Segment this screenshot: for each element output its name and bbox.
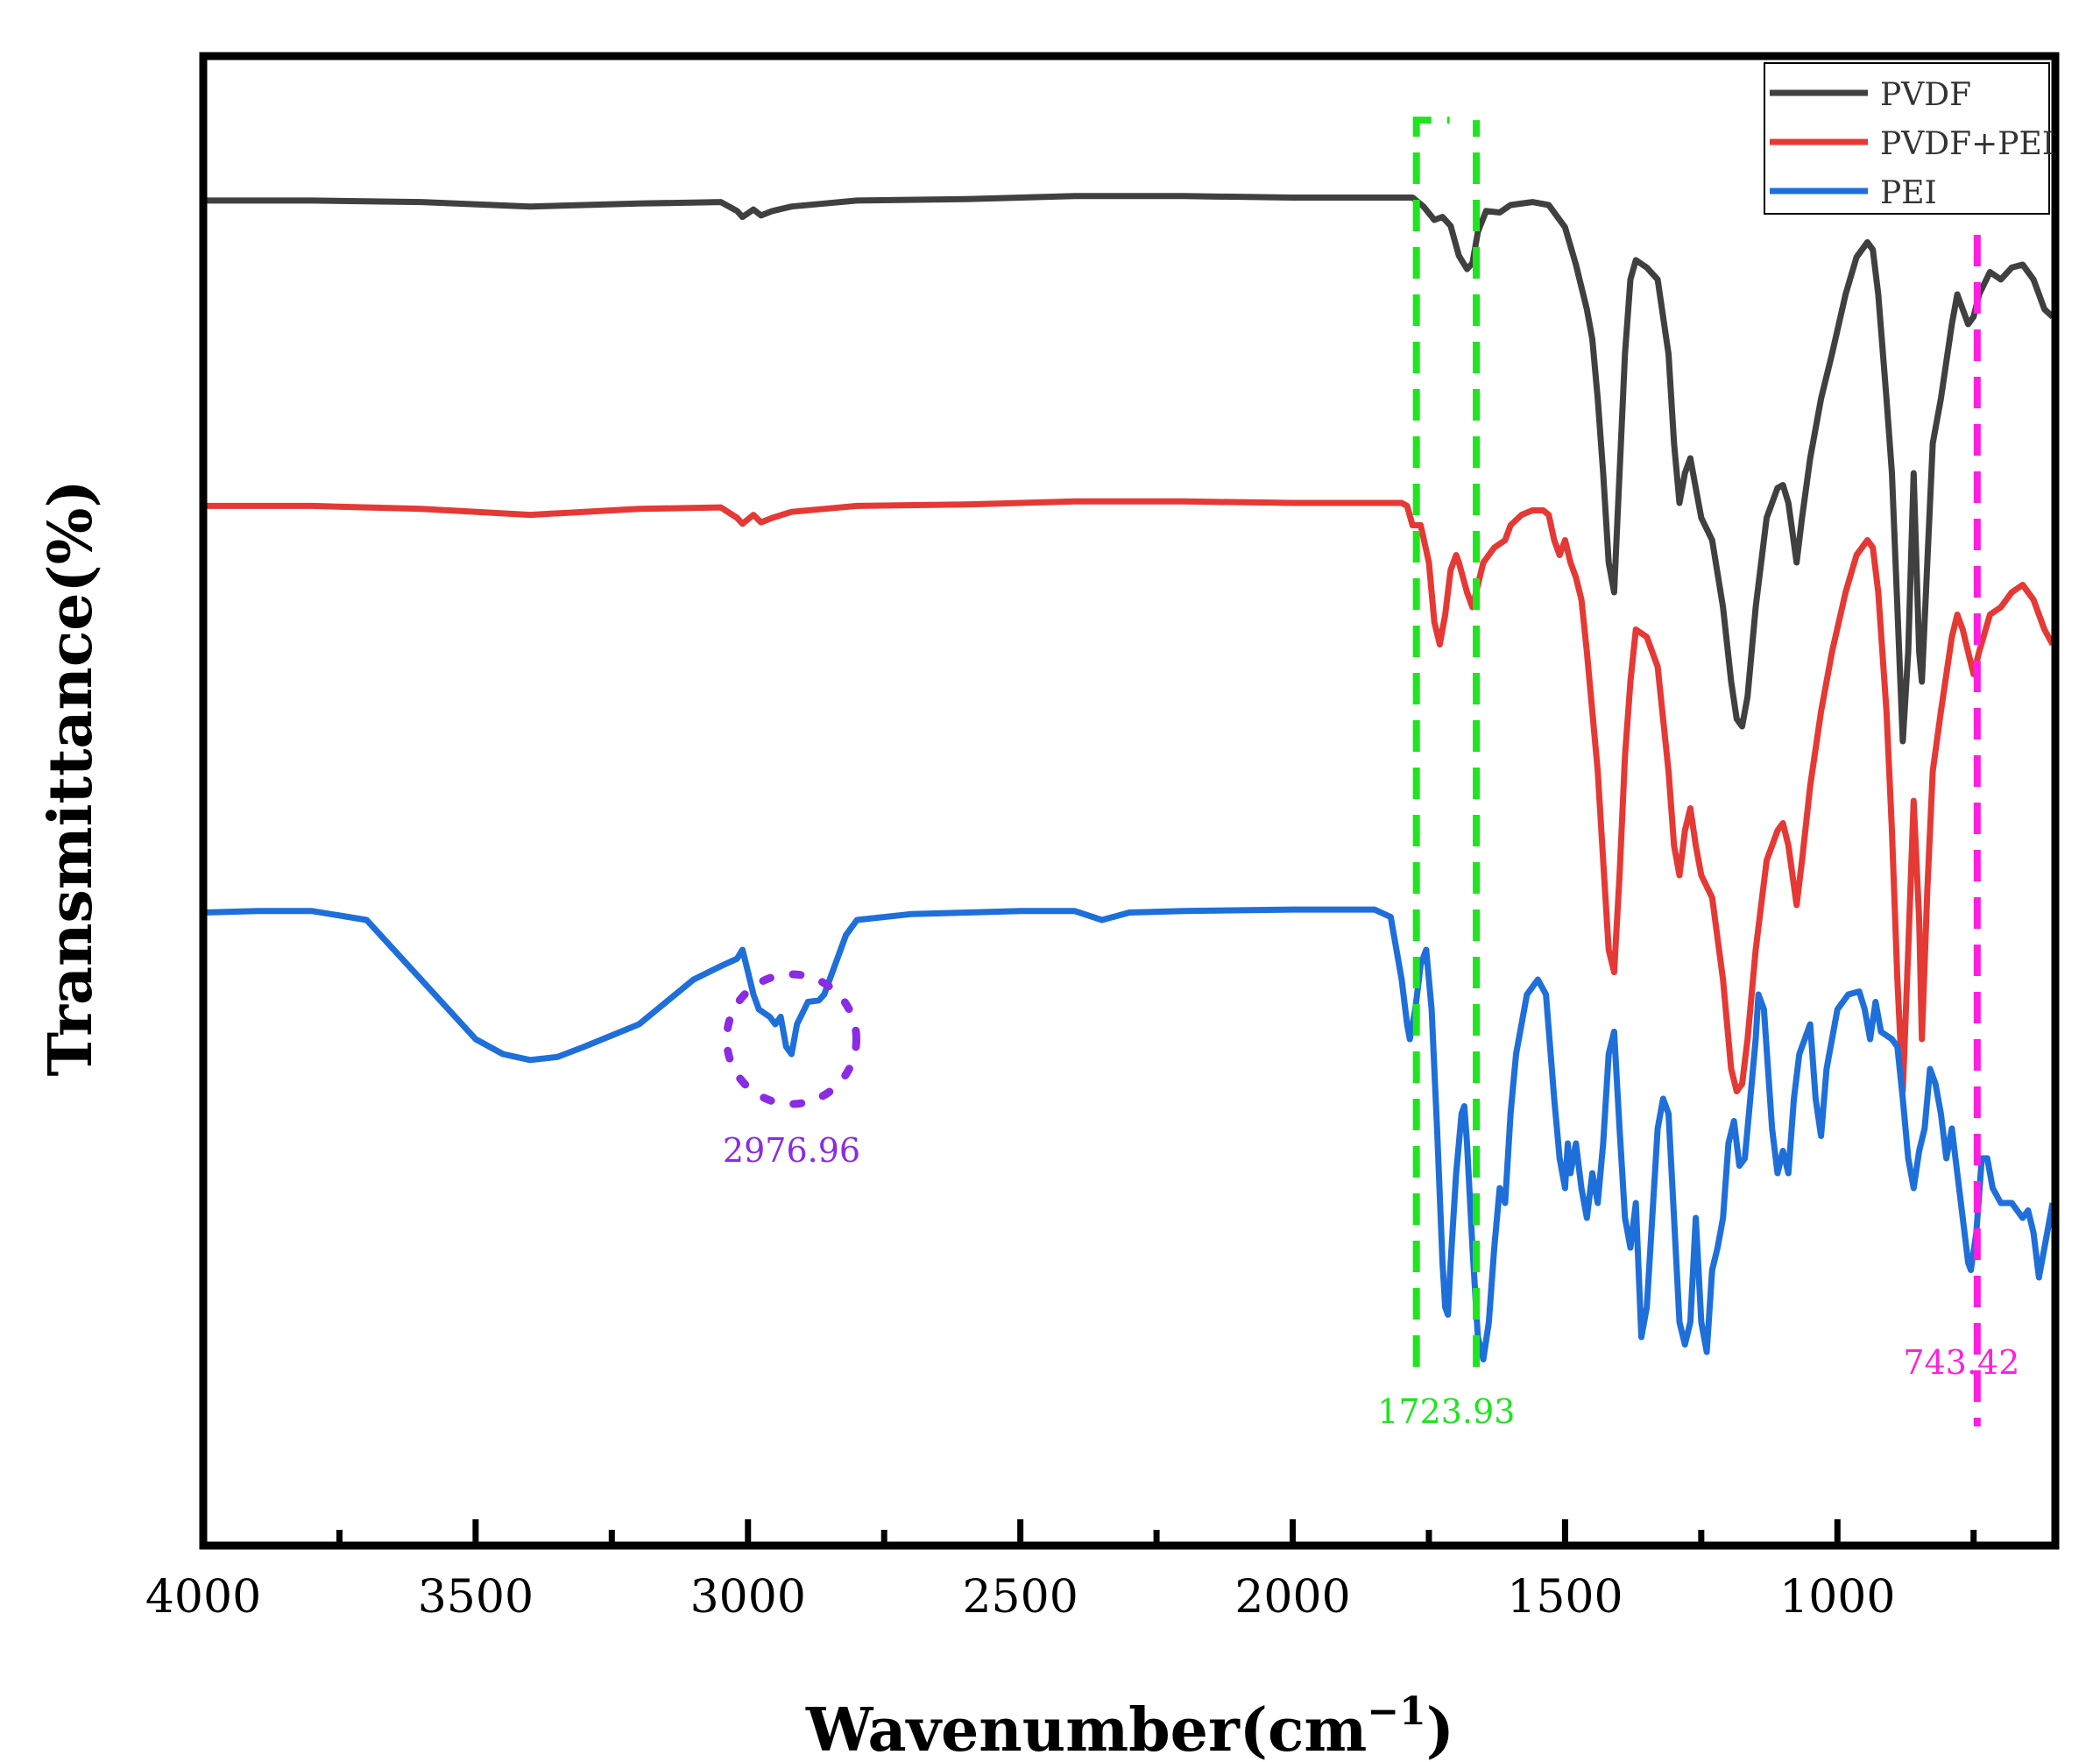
annotation-label-743: 743.42 xyxy=(1903,1343,2019,1382)
annotation-label-2976: 2976.96 xyxy=(723,1131,860,1170)
annotation-box-1723 xyxy=(1412,117,1481,1367)
x-tick-label: 3500 xyxy=(418,1571,534,1624)
x-tick-label: 1500 xyxy=(1507,1571,1623,1624)
x-tick-label: 2000 xyxy=(1234,1571,1350,1624)
x-tick-label: 4000 xyxy=(145,1571,261,1624)
x-axis: 4000 3500 3000 2500 2000 1500 1000 xyxy=(145,1519,1977,1624)
x-tick-label: 1000 xyxy=(1779,1571,1895,1624)
annotation-label-1723: 1723.93 xyxy=(1377,1392,1515,1431)
series-layer xyxy=(203,193,2055,1362)
annotation-circle-2976 xyxy=(723,970,861,1108)
x-tick-label: 2500 xyxy=(962,1571,1078,1624)
annotation-layer xyxy=(723,117,1981,1426)
series-line-pei xyxy=(203,906,2055,1362)
legend-label-pei: PEI xyxy=(1880,175,1937,211)
plot-frame xyxy=(199,52,2060,1550)
x-axis-title: Wavenumber(cm−1) xyxy=(805,1689,1454,1762)
series-line-pvdf-pei xyxy=(203,498,2055,1094)
x-tick-label: 3000 xyxy=(690,1571,806,1624)
x-axis-title-superscript: −1 xyxy=(1367,1689,1425,1734)
legend-label-pvdf-pei: PVDF+PEI xyxy=(1880,126,2054,162)
y-axis-title: Transmittance(%) xyxy=(36,480,106,1077)
legend-label-pvdf: PVDF xyxy=(1880,77,1971,113)
legend: PVDF PVDF+PEI PEI xyxy=(1764,62,2054,215)
series-line-pvdf xyxy=(203,193,2055,745)
